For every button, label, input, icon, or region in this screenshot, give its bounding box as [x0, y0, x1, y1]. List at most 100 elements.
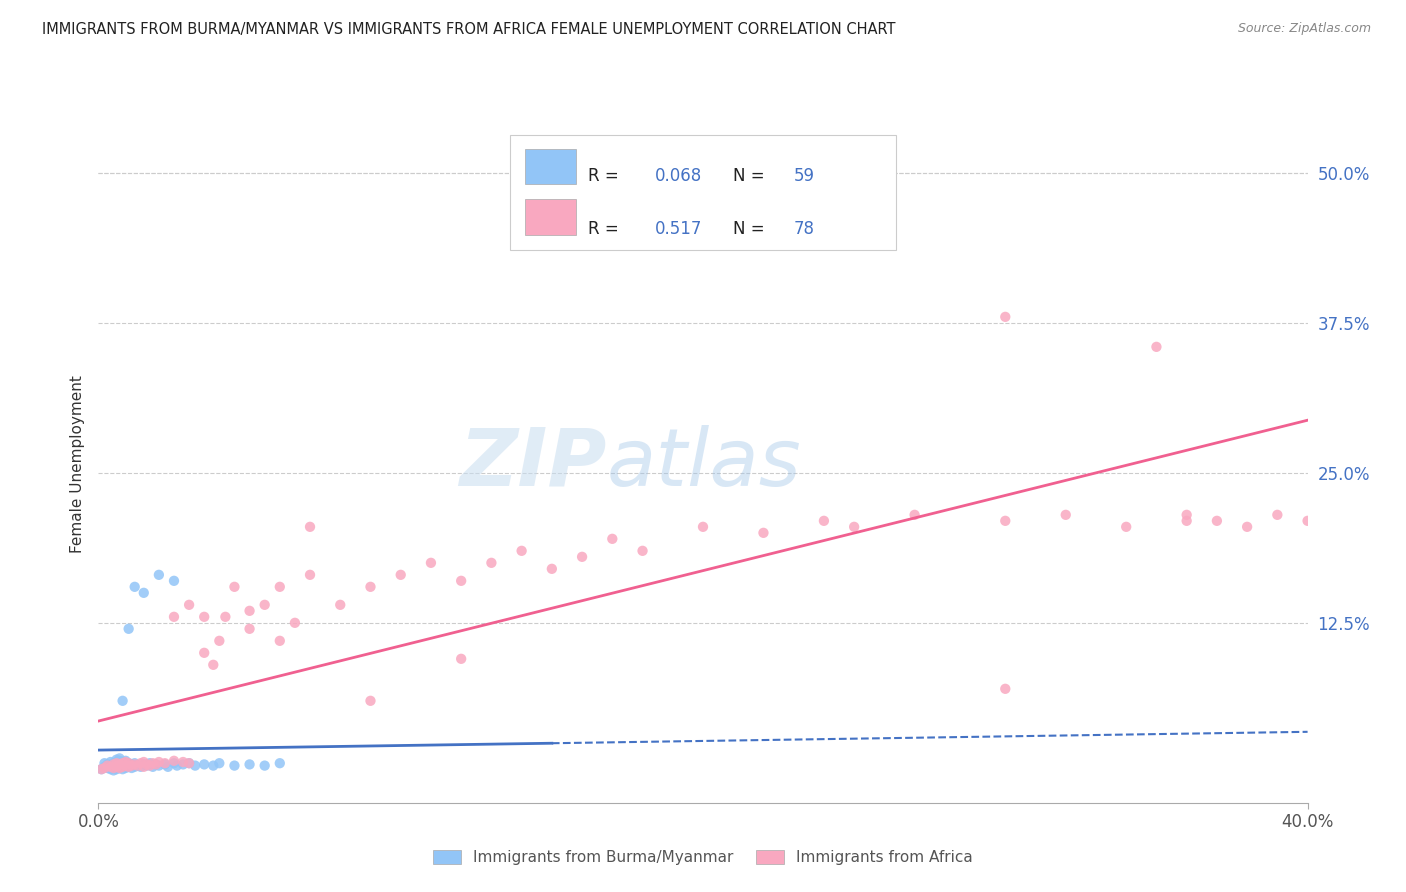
Point	[208, 756, 231, 771]
Point	[1236, 520, 1258, 534]
Point	[111, 758, 134, 772]
Point	[132, 760, 155, 774]
Point	[103, 764, 125, 778]
Point	[299, 567, 322, 582]
Text: atlas: atlas	[606, 425, 801, 503]
Point	[163, 756, 186, 771]
Point	[121, 761, 143, 775]
Text: N =: N =	[734, 167, 770, 185]
Point	[96, 757, 118, 772]
Point	[124, 756, 146, 771]
Point	[124, 580, 146, 594]
Point	[1175, 508, 1198, 522]
Point	[844, 520, 866, 534]
Point	[299, 520, 322, 534]
FancyBboxPatch shape	[509, 135, 897, 251]
Point	[118, 760, 141, 774]
Point	[114, 754, 136, 768]
Point	[239, 757, 262, 772]
Point	[813, 514, 835, 528]
Point	[111, 755, 134, 769]
Point	[96, 761, 118, 775]
Point	[148, 567, 170, 582]
Point	[103, 760, 125, 774]
Point	[1054, 508, 1077, 522]
Point	[1144, 340, 1167, 354]
Point	[135, 757, 157, 772]
Text: 0.517: 0.517	[655, 219, 702, 238]
Point	[360, 580, 382, 594]
Point	[100, 758, 122, 772]
Point	[139, 756, 162, 771]
Point	[253, 758, 276, 772]
Point	[156, 760, 179, 774]
Point	[193, 757, 215, 772]
Text: 0.068: 0.068	[655, 167, 702, 185]
Point	[111, 762, 134, 776]
Point	[239, 604, 262, 618]
Point	[994, 310, 1017, 324]
Point	[360, 694, 382, 708]
Point	[103, 757, 125, 772]
Point	[163, 574, 186, 588]
Point	[105, 755, 128, 769]
Point	[202, 758, 225, 772]
Point	[142, 760, 165, 774]
Point	[214, 610, 236, 624]
Point	[103, 761, 125, 775]
Point	[108, 754, 131, 768]
Point	[90, 762, 112, 776]
Point	[108, 757, 131, 772]
Point	[269, 756, 291, 771]
Point	[105, 758, 128, 772]
Point	[108, 761, 131, 775]
Point	[111, 694, 134, 708]
Point	[142, 756, 165, 771]
FancyBboxPatch shape	[526, 200, 576, 235]
Point	[239, 622, 262, 636]
Text: 59: 59	[793, 167, 814, 185]
Point	[602, 532, 624, 546]
Text: IMMIGRANTS FROM BURMA/MYANMAR VS IMMIGRANTS FROM AFRICA FEMALE UNEMPLOYMENT CORR: IMMIGRANTS FROM BURMA/MYANMAR VS IMMIGRA…	[42, 22, 896, 37]
Point	[121, 757, 143, 772]
Point	[631, 544, 654, 558]
Point	[127, 758, 149, 772]
Point	[172, 757, 194, 772]
Point	[202, 657, 225, 672]
Point	[105, 756, 128, 771]
Point	[284, 615, 307, 630]
Point	[93, 760, 115, 774]
Point	[163, 610, 186, 624]
Point	[148, 755, 170, 769]
Point	[118, 756, 141, 771]
Point	[132, 755, 155, 769]
Point	[153, 756, 176, 771]
Point	[329, 598, 352, 612]
Point	[127, 758, 149, 772]
Point	[108, 757, 131, 772]
Point	[124, 757, 146, 772]
Y-axis label: Female Unemployment: Female Unemployment	[69, 375, 84, 553]
Point	[129, 760, 152, 774]
Point	[118, 756, 141, 771]
Point	[172, 755, 194, 769]
Point	[100, 755, 122, 769]
Point	[105, 753, 128, 767]
Point	[179, 756, 201, 771]
FancyBboxPatch shape	[526, 149, 576, 184]
Point	[132, 586, 155, 600]
Point	[571, 549, 593, 564]
Point	[1206, 514, 1229, 528]
Point	[114, 757, 136, 772]
Point	[481, 556, 503, 570]
Point	[253, 598, 276, 612]
Point	[420, 556, 443, 570]
Point	[166, 758, 188, 772]
Point	[96, 758, 118, 772]
Point	[118, 622, 141, 636]
Point	[108, 751, 131, 765]
Point	[224, 758, 246, 772]
Point	[153, 757, 176, 772]
Point	[100, 760, 122, 774]
Point	[103, 756, 125, 771]
